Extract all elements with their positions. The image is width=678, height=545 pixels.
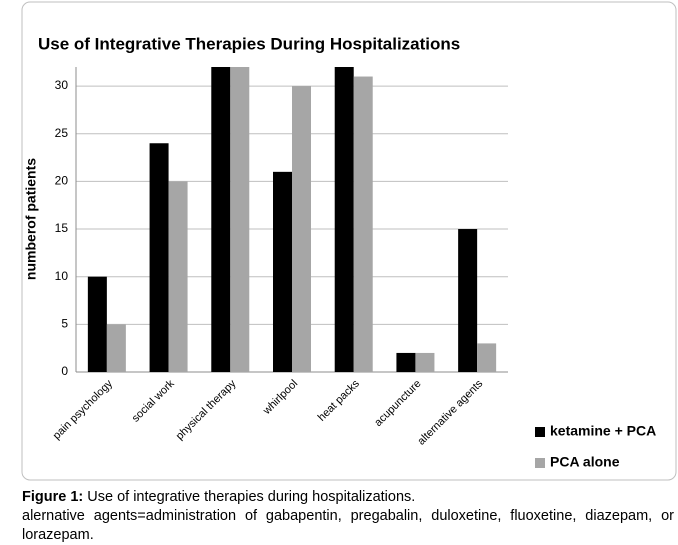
x-tick-label: acupuncture bbox=[372, 378, 423, 429]
y-tick-label: 15 bbox=[55, 221, 69, 235]
caption-text: Use of integrative therapies during hosp… bbox=[87, 489, 416, 505]
chart-frame bbox=[21, 1, 677, 481]
legend-label: PCA alone bbox=[550, 454, 620, 470]
x-tick-label: alternative agents bbox=[415, 377, 485, 447]
bar bbox=[292, 86, 311, 372]
bar bbox=[353, 76, 373, 372]
x-tick-label: physical therapy bbox=[174, 377, 239, 442]
x-tick-label: whirlpool bbox=[260, 378, 300, 418]
bar bbox=[87, 276, 107, 372]
chart-title: Use of Integrative Therapies During Hosp… bbox=[38, 34, 460, 53]
y-tick-label: 5 bbox=[61, 317, 68, 331]
y-tick-label: 20 bbox=[55, 174, 69, 188]
x-tick-label: pain psychology bbox=[51, 377, 116, 442]
bar bbox=[168, 181, 188, 372]
x-tick-label: heat packs bbox=[316, 377, 362, 423]
bar bbox=[334, 67, 354, 372]
y-tick-label: 25 bbox=[55, 126, 69, 140]
bar bbox=[211, 67, 231, 372]
caption-note: alernative agents=administration of gaba… bbox=[22, 508, 674, 543]
bar bbox=[396, 352, 416, 372]
y-axis-label: numberof patients bbox=[23, 158, 39, 280]
caption: Figure 1: Use of integrative therapies d… bbox=[22, 488, 674, 507]
y-tick-label: 30 bbox=[55, 78, 69, 92]
caption-label: Figure 1: bbox=[22, 489, 84, 505]
bar bbox=[149, 143, 169, 372]
legend-swatch bbox=[535, 458, 545, 468]
legend-label: ketamine + PCA bbox=[550, 423, 656, 439]
bar bbox=[458, 229, 478, 372]
bar bbox=[273, 171, 292, 372]
x-tick-label: social work bbox=[130, 377, 177, 424]
bar bbox=[230, 67, 250, 372]
legend-swatch bbox=[535, 427, 545, 437]
bar bbox=[106, 324, 126, 372]
y-tick-label: 0 bbox=[61, 364, 68, 378]
y-tick-label: 10 bbox=[55, 269, 69, 283]
bar bbox=[477, 343, 497, 372]
bar bbox=[415, 352, 435, 372]
